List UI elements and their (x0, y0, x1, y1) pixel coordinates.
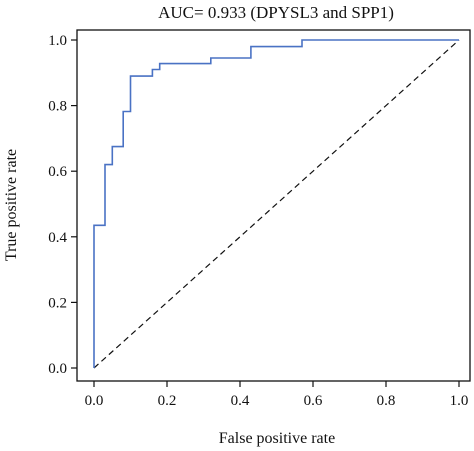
y-tick-label: 0.2 (48, 295, 67, 311)
roc-curve-line (93, 39, 459, 368)
plot-frame (76, 29, 471, 382)
y-tick-label: 0.6 (48, 164, 67, 180)
y-axis: 0.0 0.2 0.4 0.6 0.8 1.0 (48, 33, 77, 377)
x-tick-label: 1.0 (450, 393, 469, 409)
x-tick-label: 0.2 (158, 393, 177, 409)
chart-title: AUC= 0.933 (DPYSL3 and SPP1) (158, 3, 394, 22)
y-tick-label: 0.8 (48, 99, 67, 115)
reference-diagonal-line (93, 39, 460, 369)
x-tick-label: 0.4 (231, 393, 250, 409)
y-tick-label: 0.4 (48, 230, 67, 246)
x-axis: 0.0 0.2 0.4 0.6 0.8 1.0 (85, 381, 469, 409)
y-tick-label: 1.0 (48, 33, 67, 49)
x-tick-label: 0.8 (377, 393, 396, 409)
x-tick-label: 0.0 (85, 393, 104, 409)
y-axis-label: True positive rate (3, 149, 20, 261)
x-axis-label: False positive rate (219, 430, 335, 447)
y-tick-label: 0.0 (48, 361, 67, 377)
x-tick-label: 0.6 (304, 393, 323, 409)
